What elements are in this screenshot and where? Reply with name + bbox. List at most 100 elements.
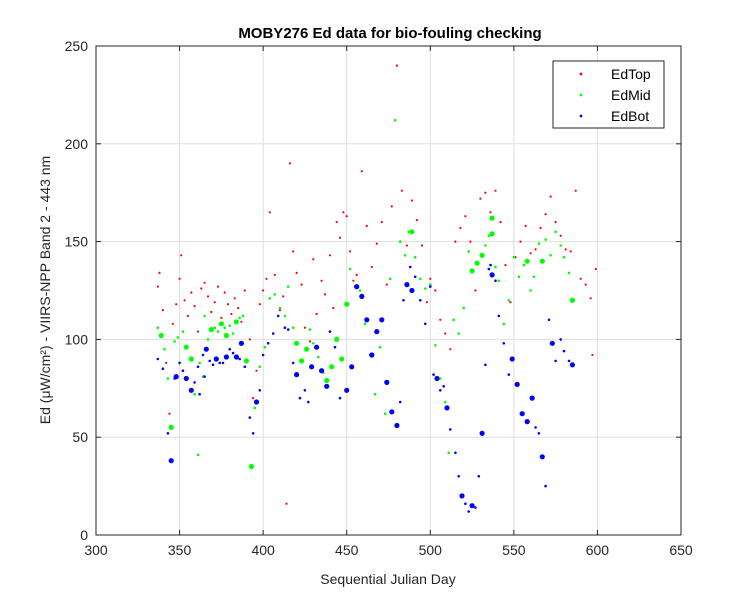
data-point-edtop — [213, 301, 216, 304]
data-point-edmid — [181, 330, 185, 333]
data-point-edmid — [344, 301, 350, 307]
data-point-edmid — [188, 356, 194, 362]
x-axis-label: Sequential Julian Day — [320, 571, 455, 587]
data-point-edmid — [554, 230, 557, 234]
data-point-edbot — [549, 340, 555, 346]
data-point-edbot — [562, 349, 566, 353]
data-point-edmid — [258, 365, 262, 369]
data-point-edbot — [559, 338, 562, 341]
data-point-edbot — [276, 314, 280, 318]
data-point-edbot — [196, 365, 200, 369]
data-point-edtop — [220, 316, 223, 319]
data-points — [156, 64, 597, 513]
data-point-edmid — [378, 345, 382, 349]
data-point-edmid — [228, 324, 231, 328]
data-point-edmid — [512, 255, 516, 259]
data-point-edtop — [200, 287, 203, 290]
data-point-edbot — [464, 502, 467, 506]
y-ticks: 0 50 100 150 200 250 — [65, 38, 681, 543]
data-point-edbot — [487, 267, 491, 271]
data-point-edbot — [201, 353, 205, 357]
data-point-edmid — [241, 314, 245, 318]
data-point-edmid — [243, 358, 249, 364]
data-point-edtop — [315, 312, 318, 316]
x-tick-label: 300 — [84, 542, 108, 558]
data-point-edbot — [309, 364, 315, 370]
data-point-edtop — [206, 295, 210, 298]
data-point-edtop — [469, 240, 472, 243]
data-point-edmid — [494, 265, 497, 269]
data-point-edmid — [291, 326, 295, 330]
data-point-edbot — [338, 396, 342, 400]
data-point-edbot — [434, 375, 440, 382]
data-point-edmid — [388, 277, 392, 281]
data-point-edbot — [173, 374, 179, 380]
data-point-edtop — [395, 64, 398, 67]
data-point-edtop — [183, 299, 186, 302]
data-point-edbot — [384, 379, 390, 385]
data-point-edbot — [489, 272, 495, 278]
data-point-edbot — [554, 359, 557, 363]
data-point-edmid — [324, 377, 330, 384]
data-point-edbot — [379, 317, 385, 323]
data-point-edtop — [454, 240, 457, 243]
data-point-edmid — [429, 283, 432, 286]
data-point-edmid — [198, 361, 201, 365]
data-point-edbot — [333, 345, 337, 349]
data-point-edbot — [266, 342, 270, 345]
data-point-edtop — [375, 242, 378, 245]
data-point-edbot — [188, 387, 194, 393]
data-point-edbot — [203, 375, 206, 378]
data-point-edtop — [579, 277, 582, 280]
data-point-edbot — [198, 392, 201, 396]
data-point-edmid — [567, 271, 571, 275]
data-point-edtop — [210, 310, 213, 314]
data-point-edbot — [243, 365, 247, 369]
data-point-edtop — [186, 314, 189, 317]
y-tick-label: 0 — [80, 527, 88, 543]
data-point-edmid — [283, 314, 287, 318]
legend: EdTop EdMid EdBot — [552, 60, 665, 129]
data-point-edtop — [223, 291, 226, 294]
data-point-edtop — [288, 162, 291, 165]
data-point-edbot — [537, 432, 541, 435]
data-point-edbot — [547, 318, 551, 322]
data-point-edbot — [253, 399, 260, 405]
data-point-edmid — [544, 238, 547, 241]
data-point-edbot — [203, 346, 209, 352]
data-point-edmid — [457, 332, 461, 335]
data-point-edbot — [497, 314, 501, 318]
data-point-edbot — [467, 510, 471, 513]
data-point-edbot — [283, 326, 287, 330]
data-point-edbot — [298, 396, 302, 400]
data-point-edtop — [355, 273, 358, 276]
data-point-edtop — [529, 252, 532, 255]
y-tick-label: 250 — [65, 38, 89, 54]
data-point-edmid — [339, 356, 345, 362]
data-point-edmid — [208, 327, 214, 333]
data-point-edmid — [532, 275, 536, 279]
data-point-edbot — [432, 373, 435, 376]
y-tick-label: 50 — [72, 429, 88, 445]
data-point-edtop — [425, 301, 428, 304]
data-point-edmid — [549, 254, 552, 257]
data-point-edmid — [158, 332, 164, 339]
data-point-edbot — [168, 458, 174, 464]
data-point-edbot — [271, 332, 275, 335]
data-point-edbot — [344, 387, 350, 393]
data-point-edtop — [203, 281, 206, 284]
data-point-edbot — [354, 284, 360, 290]
data-point-edbot — [454, 451, 457, 455]
data-point-edmid — [487, 234, 491, 237]
data-point-edtop — [252, 397, 255, 400]
data-point-edmid — [373, 392, 377, 396]
data-point-edmid — [196, 453, 200, 457]
data-point-edbot — [429, 285, 432, 288]
data-point-edtop — [352, 279, 355, 282]
data-point-edbot — [413, 275, 417, 279]
data-point-edtop — [459, 226, 462, 229]
data-point-edbot — [539, 454, 545, 460]
data-point-edtop — [370, 265, 373, 269]
data-point-edmid — [213, 326, 216, 330]
